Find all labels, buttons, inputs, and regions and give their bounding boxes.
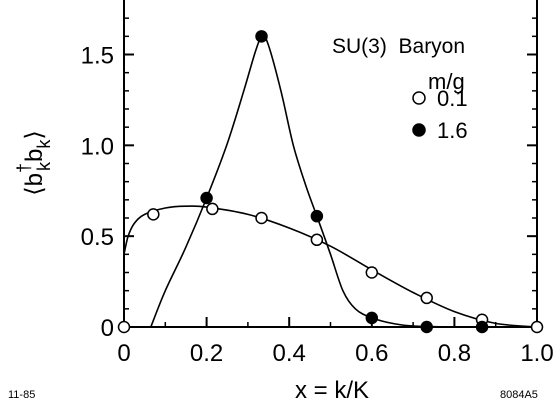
y-axis-label-sub-k2: k <box>34 139 54 149</box>
plot-frame <box>123 0 538 328</box>
legend-label-1: 1.6 <box>437 118 468 143</box>
data-point-filled <box>420 320 433 334</box>
y-axis-label-close-bracket: ⟩ <box>21 130 48 139</box>
bottom-left-annotation: 11-85 <box>8 389 35 401</box>
bottom-right-annotation: 8084A5 <box>500 389 538 401</box>
x-tick-label: 0.2 <box>190 340 223 367</box>
x-axis-ticks: 0 0.2 0.4 0.6 0.8 1.0 <box>117 317 553 367</box>
data-point-open <box>117 320 131 334</box>
series-points <box>117 30 544 334</box>
data-point-open <box>530 320 544 334</box>
data-point-open <box>255 211 268 225</box>
x-tick-label: 0.6 <box>355 340 388 367</box>
series-curve-0 <box>123 205 538 328</box>
series-curves <box>123 35 538 328</box>
y-tick-label: 0 <box>101 315 114 342</box>
y-axis-label-group: ⟨b†kbk⟩ <box>14 130 54 195</box>
y-axis-label-b1: b <box>21 173 48 186</box>
legend: 0.11.6 <box>412 86 468 143</box>
y-axis-label-open-bracket: ⟨ <box>21 186 48 195</box>
y-axis-label-dagger: † <box>14 163 34 173</box>
data-point-open <box>206 202 219 216</box>
legend-heading: SU(3) Baryon <box>332 35 465 58</box>
data-point-open <box>147 208 160 221</box>
x-axis-label: x = k/K <box>295 377 369 404</box>
legend-marker-0 <box>412 91 426 105</box>
plot-border <box>123 0 538 328</box>
data-point-filled <box>200 191 213 205</box>
y-tick-label: 1.0 <box>81 133 114 160</box>
legend-label-0: 0.1 <box>437 86 468 111</box>
x-tick-label: 1.0 <box>520 340 553 367</box>
data-point-filled <box>475 320 489 334</box>
data-point-filled <box>365 311 379 325</box>
y-axis-label-b2: b <box>21 149 48 162</box>
data-point-filled <box>310 209 324 223</box>
y-tick-label: 0.5 <box>81 224 114 251</box>
y-axis-label: ⟨b†kbk⟩ <box>14 130 54 195</box>
data-point-open <box>365 266 379 279</box>
data-point-filled <box>255 30 268 43</box>
legend-marker-1 <box>412 123 426 137</box>
x-tick-label: 0 <box>117 340 130 367</box>
y-axis-ticks: 0 0.5 1.0 1.5 <box>81 17 537 342</box>
y-tick-label: 1.5 <box>81 43 114 70</box>
legend-title: m/g <box>428 69 465 94</box>
y-axis-label-sub-k1: k <box>34 161 54 171</box>
data-point-open <box>420 291 433 305</box>
x-tick-label: 0.8 <box>438 340 471 367</box>
series-curve-1 <box>150 35 496 328</box>
x-tick-label: 0.4 <box>273 340 306 367</box>
data-point-open <box>310 233 324 247</box>
